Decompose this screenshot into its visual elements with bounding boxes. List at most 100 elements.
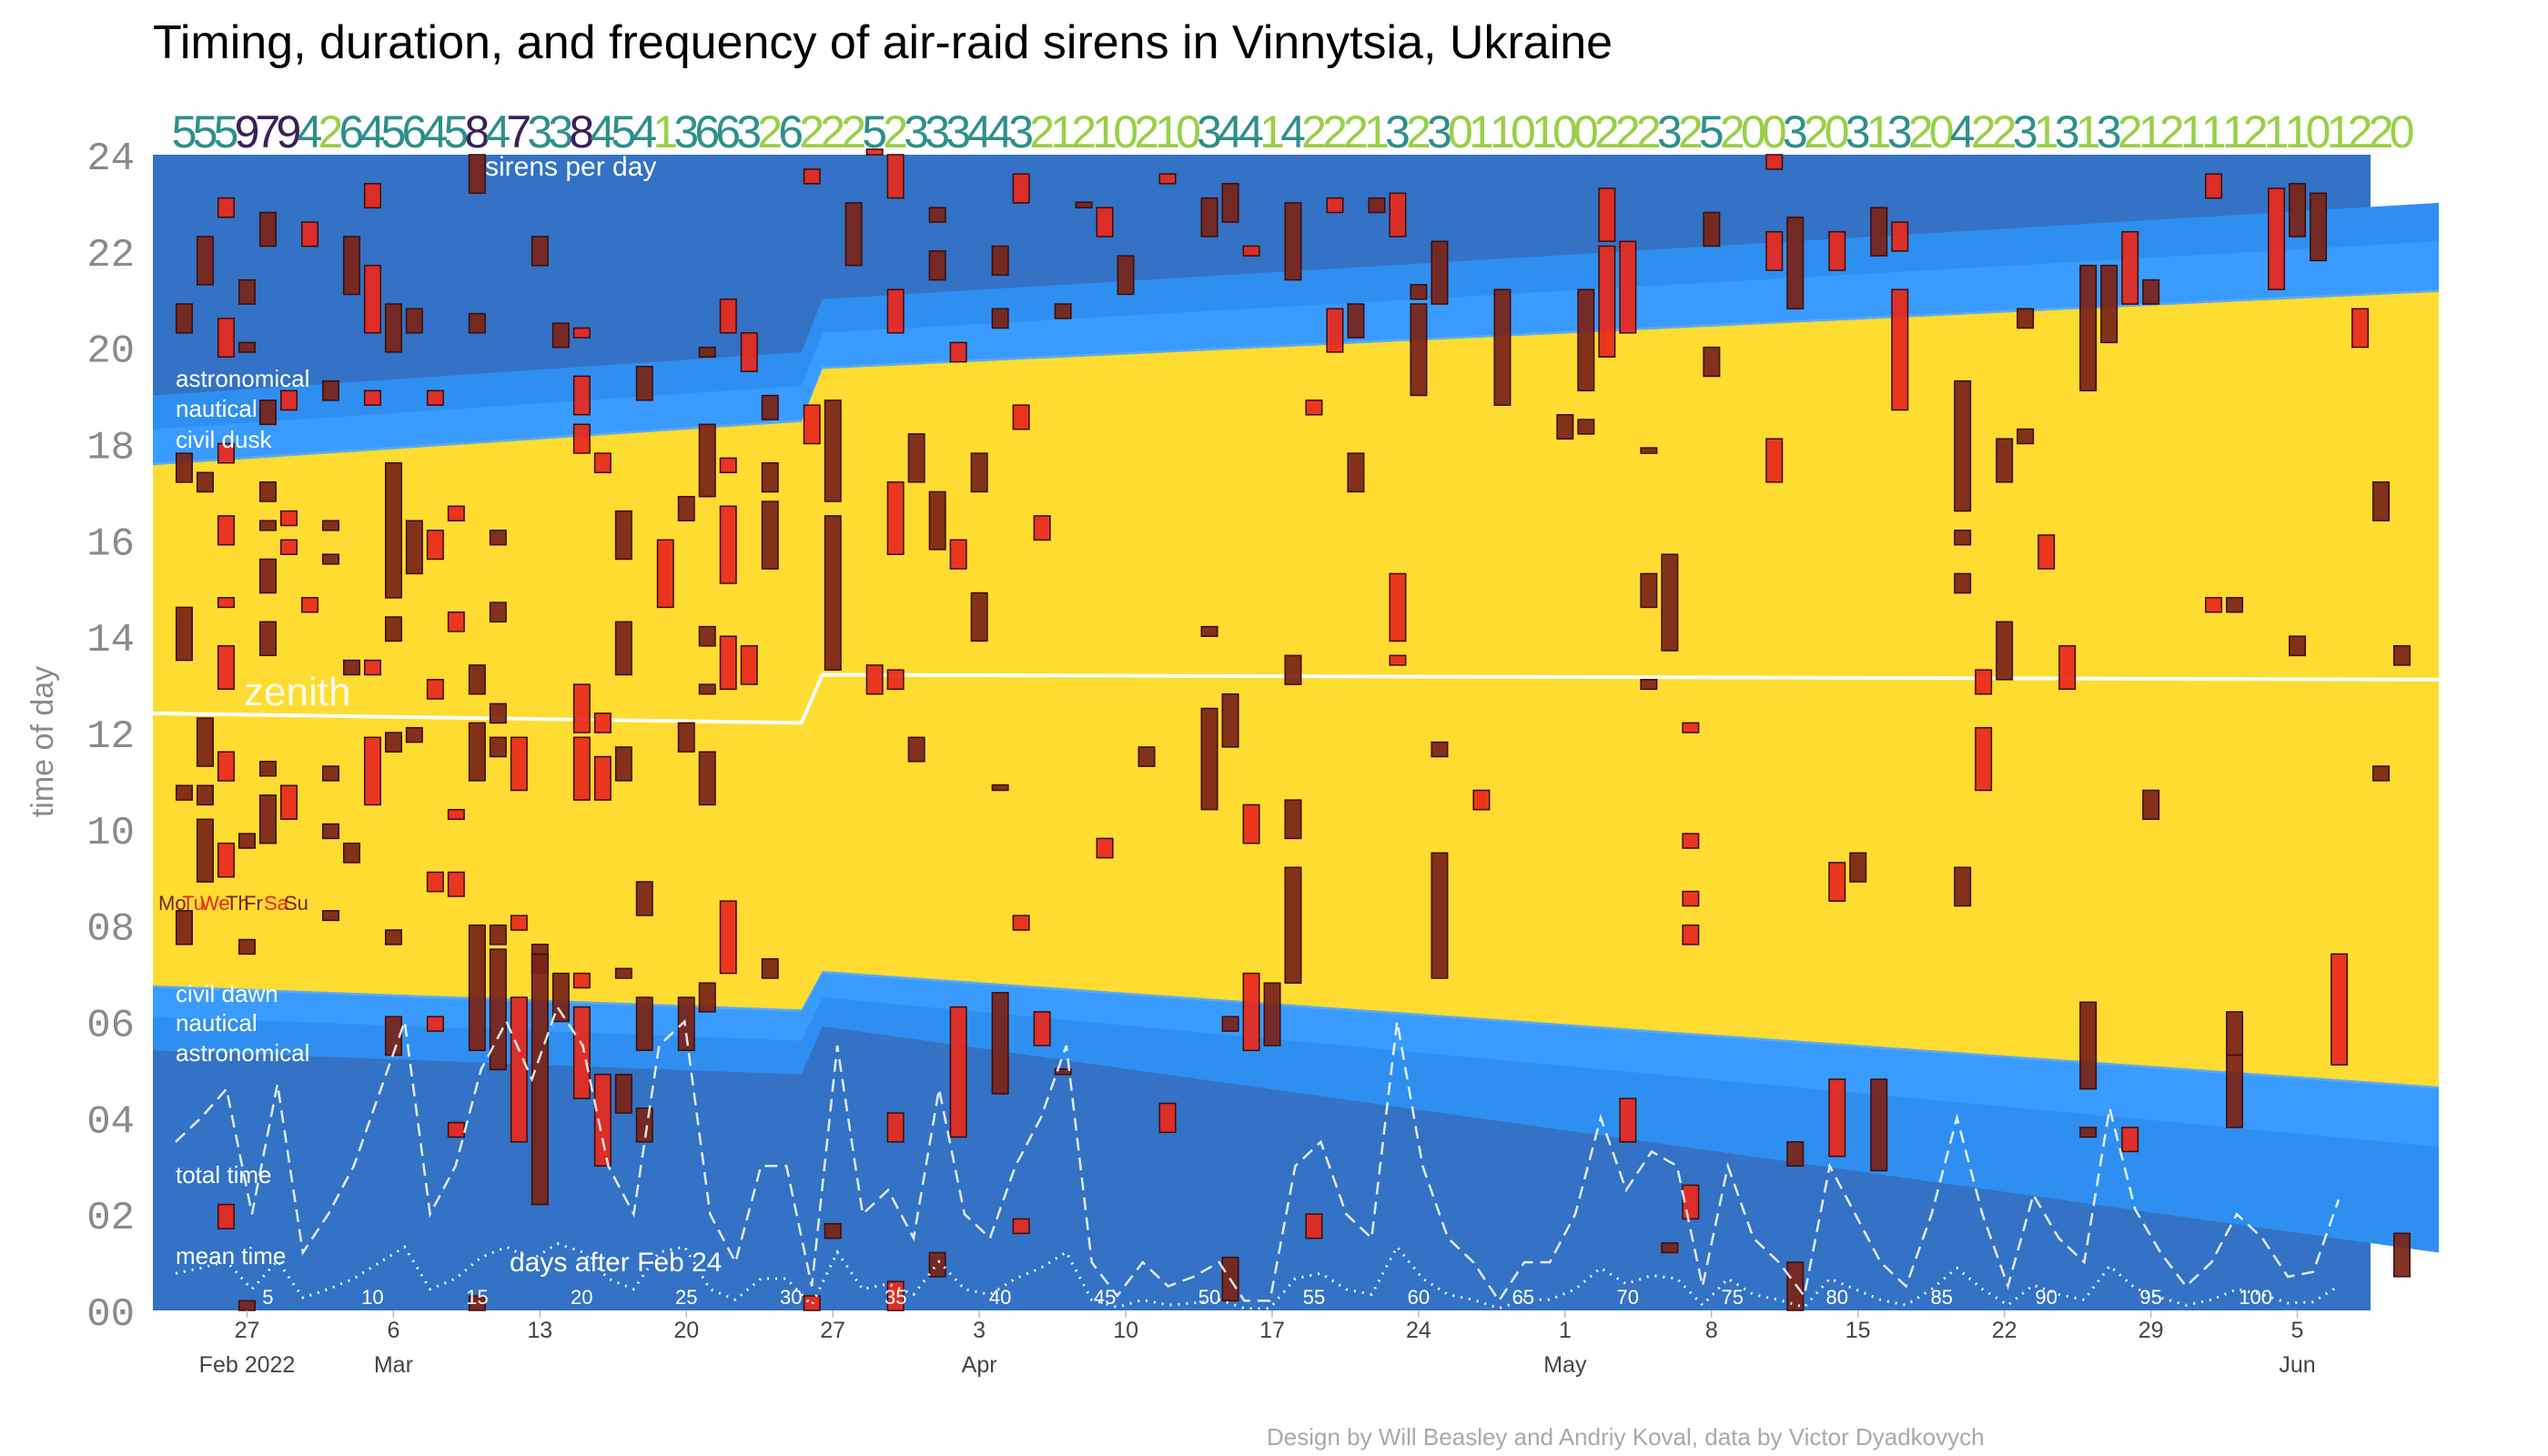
siren-bar — [321, 823, 339, 840]
credit-line: Design by Will Beasley and Andriy Koval,… — [1267, 1423, 1985, 1451]
siren-bar — [886, 669, 905, 691]
daily-count: 4 — [297, 106, 322, 157]
daily-count: 3 — [1887, 106, 1913, 157]
daily-count: 2 — [841, 106, 866, 157]
siren-bar — [175, 784, 193, 801]
siren-bar — [1242, 972, 1260, 1052]
daily-count: 3 — [904, 106, 929, 157]
siren-bar — [886, 288, 905, 334]
siren-bar — [238, 278, 256, 305]
siren-bar — [196, 784, 214, 806]
siren-bar — [1054, 1067, 1072, 1076]
siren-bar — [1410, 303, 1428, 397]
daily-count: 1 — [2327, 106, 2352, 157]
siren-bar — [1096, 837, 1114, 859]
siren-bar — [510, 915, 528, 931]
daily-count: 4 — [1218, 106, 1243, 157]
daily-count: 2 — [318, 106, 343, 157]
siren-bar — [384, 732, 402, 753]
siren-bar — [1410, 284, 1428, 300]
siren-bar — [1849, 852, 1867, 883]
day-number-label: 35 — [885, 1286, 906, 1309]
siren-bar — [1619, 1097, 1637, 1143]
mean-time-label: mean time — [176, 1242, 286, 1269]
siren-bar — [384, 461, 402, 599]
dusk-astronomical-label: astronomical — [176, 365, 309, 392]
siren-bar — [175, 910, 193, 945]
daily-count: 3 — [1197, 106, 1222, 157]
siren-bar — [1200, 625, 1218, 637]
siren-bar — [761, 461, 779, 493]
y-tick-label: 16 — [86, 521, 135, 567]
siren-bar — [1870, 1078, 1888, 1172]
daily-count: 1 — [1092, 106, 1117, 157]
y-tick-label: 20 — [86, 329, 135, 375]
siren-bar — [196, 717, 214, 767]
siren-bar — [2142, 789, 2160, 821]
daily-count: 0 — [1113, 106, 1138, 157]
daily-count: 5 — [1699, 106, 1724, 157]
siren-bar — [426, 530, 444, 561]
siren-bar — [1326, 197, 1344, 214]
siren-bar — [447, 1121, 465, 1138]
siren-bar — [2121, 1127, 2139, 1153]
daily-count: 2 — [1322, 106, 1348, 157]
siren-bar — [803, 168, 821, 185]
siren-bar — [175, 452, 193, 483]
siren-bar — [1305, 1213, 1323, 1239]
siren-bar — [1012, 173, 1030, 204]
siren-bar — [1661, 1242, 1679, 1254]
daily-count: 7 — [506, 106, 531, 157]
day-number-label: 5 — [262, 1286, 273, 1309]
siren-bar — [363, 264, 381, 334]
siren-bar — [1200, 197, 1218, 238]
siren-bar — [258, 621, 277, 657]
siren-bar — [844, 202, 863, 267]
x-tick-label: 10 — [1113, 1318, 1138, 1343]
x-tick-label: 20 — [673, 1318, 699, 1343]
daily-count: 5 — [862, 106, 887, 157]
siren-bar — [928, 490, 946, 551]
siren-bar — [300, 597, 318, 613]
siren-bar — [2037, 534, 2056, 570]
siren-bar — [593, 452, 612, 474]
siren-bar — [2392, 644, 2411, 666]
siren-bar — [761, 957, 779, 979]
daily-count: 2 — [1071, 106, 1097, 157]
siren-bar — [719, 900, 737, 975]
siren-bar — [824, 515, 842, 671]
siren-bar — [2205, 173, 2223, 199]
siren-bar — [2017, 428, 2035, 445]
siren-bar — [2310, 192, 2328, 262]
x-tick-label: 6 — [387, 1318, 399, 1343]
siren-bar — [321, 520, 339, 531]
siren-bar — [1598, 187, 1616, 242]
x-tick-label: 8 — [1705, 1318, 1718, 1343]
x-axis: 27 Feb 2022 6 Mar 13 20 27 3 Apr 10 17 24 1 May 8 15 22 2… — [199, 1286, 2316, 1378]
siren-bar — [196, 471, 214, 493]
daily-count: 4 — [1280, 106, 1306, 157]
x-month-label: Jun — [2279, 1352, 2315, 1378]
daily-count: 3 — [1385, 106, 1410, 157]
siren-bar — [991, 784, 1009, 792]
siren-bar — [949, 1006, 967, 1138]
siren-bar — [405, 726, 423, 743]
siren-bar — [489, 703, 507, 724]
siren-bar — [468, 664, 486, 695]
siren-bar — [886, 154, 905, 199]
daily-count: 2 — [2243, 106, 2269, 157]
daily-count: 3 — [2013, 106, 2038, 157]
siren-bar — [426, 679, 444, 700]
siren-bar — [279, 784, 298, 820]
siren-bar — [1347, 303, 1365, 339]
siren-bar — [217, 442, 235, 464]
siren-bar — [1786, 1141, 1805, 1168]
siren-bar — [572, 736, 591, 801]
siren-bar — [1431, 741, 1449, 758]
siren-bar — [1012, 404, 1030, 430]
y-tick-label: 22 — [86, 233, 135, 278]
siren-bar — [1786, 1261, 1805, 1311]
x-tick-label: 29 — [2138, 1318, 2164, 1343]
daily-count: 1 — [2222, 106, 2248, 157]
